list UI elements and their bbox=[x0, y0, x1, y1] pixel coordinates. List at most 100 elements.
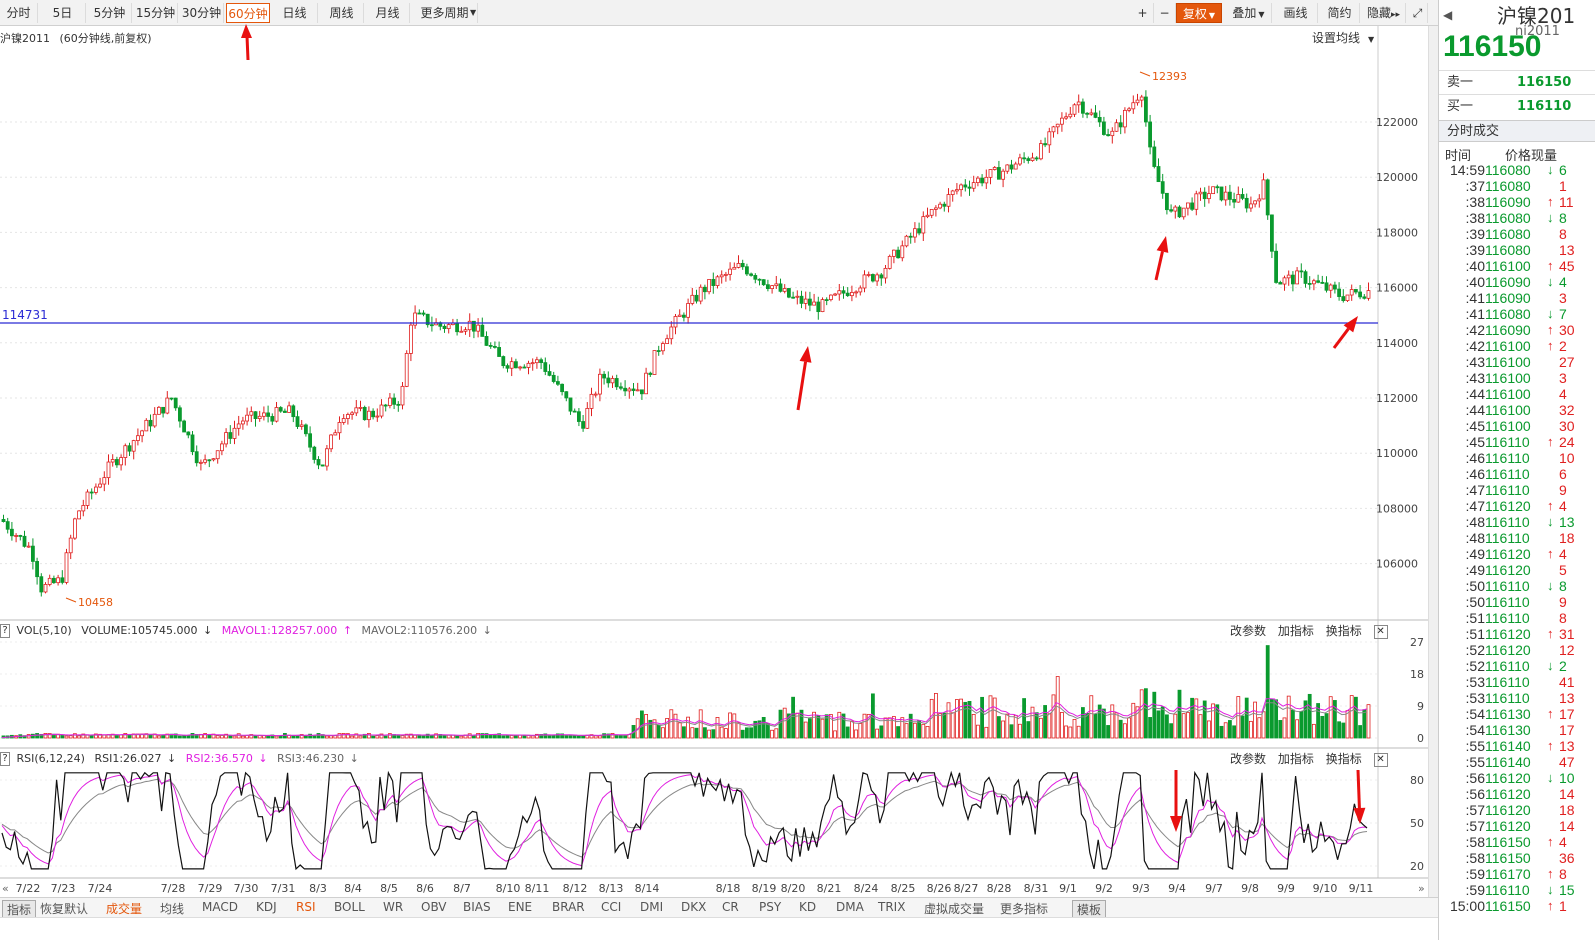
question-icon[interactable]: ? bbox=[0, 752, 10, 766]
period-2[interactable]: 5分钟 bbox=[88, 3, 132, 23]
arrow-down-icon: ↓ bbox=[167, 752, 177, 765]
candle-body bbox=[833, 293, 837, 296]
volume-bar bbox=[992, 697, 997, 739]
indicator-tab-4[interactable]: MACD bbox=[202, 900, 238, 914]
candle-body bbox=[358, 406, 363, 409]
indicator-tab-15[interactable]: DKX bbox=[681, 900, 707, 914]
indicator-tab-11[interactable]: ENE bbox=[508, 900, 533, 914]
indicator-tab-22[interactable]: 更多指标 bbox=[1000, 902, 1049, 916]
indicator-tab-10[interactable]: BIAS bbox=[463, 900, 491, 914]
candle-body bbox=[253, 411, 258, 419]
tick-volume: 18 bbox=[1559, 802, 1575, 818]
period-4[interactable]: 30分钟 bbox=[180, 3, 224, 23]
tick-list[interactable]: 14:59 116080 ↓ 6:37 116080 1:38 116090 ↑ 11:38 11… bbox=[1439, 162, 1595, 914]
tool-4[interactable]: 隐藏▸▸ bbox=[1362, 3, 1406, 23]
candle-body bbox=[350, 412, 355, 415]
period-7[interactable]: 周线 bbox=[320, 3, 364, 23]
tick-row: :59 116110 ↓ 15 bbox=[1439, 882, 1595, 898]
tick-row: :55 116140 ↑ 13 bbox=[1439, 738, 1595, 754]
indicator-tab-19[interactable]: DMA bbox=[836, 900, 864, 914]
zoom-in-icon[interactable]: + bbox=[1132, 3, 1154, 23]
tick-row: :49 116120 ↑ 4 bbox=[1439, 546, 1595, 562]
vol-change-params[interactable]: 改参数 bbox=[1230, 624, 1267, 638]
period-5[interactable]: 60分钟 bbox=[226, 3, 270, 23]
candle-body bbox=[711, 279, 716, 286]
chart-scrollbar[interactable] bbox=[1428, 26, 1438, 914]
tick-time: :37 bbox=[1465, 178, 1485, 194]
tick-time: :44 bbox=[1465, 386, 1485, 402]
candle-body bbox=[837, 290, 842, 295]
tool-3[interactable]: 简约 bbox=[1320, 3, 1360, 23]
volume-bar bbox=[1366, 704, 1371, 739]
chart-area[interactable]: 122000 120000 118000 116000 114000 112000 1100… bbox=[0, 26, 1450, 914]
tool-2[interactable]: 画线 bbox=[1274, 3, 1318, 23]
rsi-change-params[interactable]: 改参数 bbox=[1230, 752, 1267, 766]
tick-volume: 8 bbox=[1559, 866, 1567, 882]
indicator-tab-17[interactable]: PSY bbox=[759, 900, 782, 914]
indicator-tab-21[interactable]: 虚拟成交量 bbox=[924, 902, 985, 916]
tick-price: 116090 bbox=[1485, 322, 1531, 338]
indicator-tab-16[interactable]: CR bbox=[722, 900, 739, 914]
indicator-tab-18[interactable]: KD bbox=[799, 900, 817, 914]
indicator-tab-7[interactable]: BOLL bbox=[334, 900, 365, 914]
volume-bar bbox=[278, 735, 283, 739]
volume-bar bbox=[908, 713, 913, 739]
volume-bar bbox=[404, 733, 409, 739]
candle-body bbox=[203, 459, 208, 463]
tool-label: 复权 bbox=[1182, 7, 1207, 21]
indicator-tab-2[interactable]: 成交量 bbox=[106, 902, 143, 916]
rsi-add-indicator[interactable]: 加指标 bbox=[1277, 752, 1314, 766]
period-8[interactable]: 月线 bbox=[366, 3, 410, 23]
period-6[interactable]: 日线 bbox=[272, 3, 318, 23]
tick-section-title[interactable]: 分时成交 bbox=[1439, 120, 1595, 142]
fullscreen-icon[interactable]: ⤢ bbox=[1408, 3, 1428, 23]
volume-bar bbox=[488, 734, 493, 739]
indicator-tab-14[interactable]: DMI bbox=[640, 900, 664, 914]
volume-bar bbox=[81, 733, 86, 739]
vol-add-indicator[interactable]: 加指标 bbox=[1277, 624, 1314, 638]
indicator-tab-8[interactable]: WR bbox=[383, 900, 404, 914]
candle-body bbox=[1307, 283, 1312, 285]
vol-tick-label: 0 bbox=[1417, 732, 1424, 745]
zoom-out-icon[interactable]: − bbox=[1154, 3, 1176, 23]
period-0[interactable]: 分时 bbox=[0, 3, 38, 23]
set-ma-button[interactable]: 设置均线 ▼ bbox=[1312, 29, 1380, 46]
indicator-tab-5[interactable]: KDJ bbox=[256, 900, 277, 914]
close-icon[interactable]: ✕ bbox=[1373, 624, 1388, 639]
indicator-tab-12[interactable]: BRAR bbox=[552, 900, 585, 914]
close-icon[interactable]: ✕ bbox=[1373, 752, 1388, 767]
candle-body bbox=[1131, 102, 1136, 110]
indicator-tab-13[interactable]: CCI bbox=[601, 900, 622, 914]
tool-1[interactable]: 叠加 ▼ bbox=[1226, 3, 1272, 23]
volume-bar bbox=[1114, 712, 1119, 739]
rsi-swap-indicator[interactable]: 换指标 bbox=[1325, 752, 1362, 766]
candle-body bbox=[1270, 214, 1274, 252]
period-3[interactable]: 15分钟 bbox=[134, 3, 178, 23]
candle-body bbox=[1207, 193, 1211, 200]
tick-time: :44 bbox=[1465, 402, 1485, 418]
candle-body bbox=[1223, 191, 1228, 201]
volume-bar bbox=[1328, 696, 1333, 739]
volume-bar bbox=[581, 735, 585, 739]
candle-body bbox=[719, 274, 724, 278]
indicator-tab-3[interactable]: 均线 bbox=[160, 902, 185, 916]
indicator-tab-6[interactable]: RSI bbox=[296, 900, 316, 914]
volume-bar bbox=[984, 726, 989, 739]
indicator-tab-20[interactable]: TRIX bbox=[878, 900, 906, 914]
vol-swap-indicator[interactable]: 换指标 bbox=[1325, 624, 1362, 638]
volume-bar bbox=[400, 735, 405, 739]
period-1[interactable]: 5日 bbox=[40, 3, 86, 23]
x-date-label: 9/8 bbox=[1241, 882, 1259, 895]
tool-0[interactable]: 复权 ▼ bbox=[1176, 3, 1222, 23]
question-icon[interactable]: ? bbox=[0, 624, 10, 638]
arrow-down-icon: ↓ bbox=[1547, 210, 1554, 225]
volume-bar bbox=[203, 733, 208, 739]
volume-bar bbox=[471, 735, 476, 739]
x-date-label: 9/7 bbox=[1205, 882, 1223, 895]
chart-canvas[interactable]: 122000 120000 118000 116000 114000 112000 1100… bbox=[0, 26, 1428, 914]
indicator-tab-1[interactable]: 恢复默认 bbox=[40, 902, 89, 916]
period-9[interactable]: 更多周期 bbox=[412, 3, 478, 23]
tick-price: 116120 bbox=[1485, 562, 1531, 578]
indicator-tab-9[interactable]: OBV bbox=[421, 900, 447, 914]
chevron-left-icon[interactable]: ◀ bbox=[1443, 8, 1453, 22]
